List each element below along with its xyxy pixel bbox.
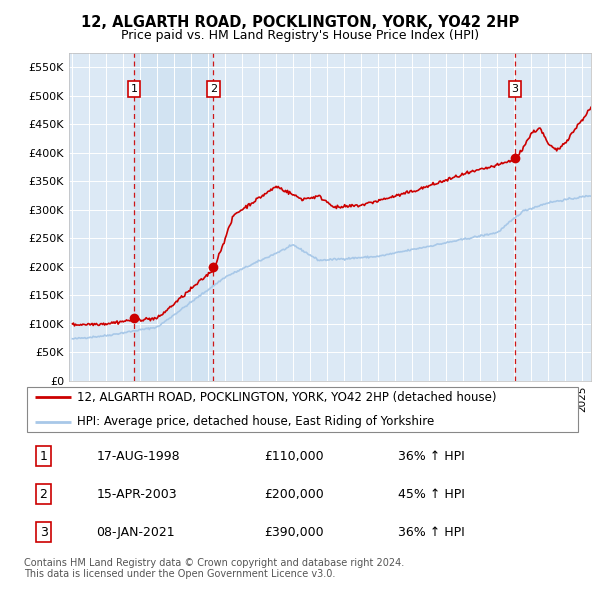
Text: This data is licensed under the Open Government Licence v3.0.: This data is licensed under the Open Gov… <box>24 569 335 579</box>
Text: 17-AUG-1998: 17-AUG-1998 <box>97 450 180 463</box>
Text: 3: 3 <box>511 84 518 94</box>
Text: 36% ↑ HPI: 36% ↑ HPI <box>398 450 464 463</box>
Text: 12, ALGARTH ROAD, POCKLINGTON, YORK, YO42 2HP (detached house): 12, ALGARTH ROAD, POCKLINGTON, YORK, YO4… <box>77 391 497 404</box>
Bar <box>134 53 214 381</box>
Text: 12, ALGARTH ROAD, POCKLINGTON, YORK, YO42 2HP: 12, ALGARTH ROAD, POCKLINGTON, YORK, YO4… <box>81 15 519 30</box>
Text: 1: 1 <box>40 450 47 463</box>
Text: £110,000: £110,000 <box>264 450 323 463</box>
Text: 15-APR-2003: 15-APR-2003 <box>97 487 177 501</box>
Text: Price paid vs. HM Land Registry's House Price Index (HPI): Price paid vs. HM Land Registry's House … <box>121 30 479 42</box>
Text: £390,000: £390,000 <box>264 526 323 539</box>
Text: 1: 1 <box>131 84 137 94</box>
Text: 3: 3 <box>40 526 47 539</box>
Text: 2: 2 <box>40 487 47 501</box>
Text: 2: 2 <box>210 84 217 94</box>
Text: 36% ↑ HPI: 36% ↑ HPI <box>398 526 464 539</box>
Text: £200,000: £200,000 <box>264 487 323 501</box>
Text: HPI: Average price, detached house, East Riding of Yorkshire: HPI: Average price, detached house, East… <box>77 415 434 428</box>
Text: 08-JAN-2021: 08-JAN-2021 <box>97 526 175 539</box>
FancyBboxPatch shape <box>27 386 578 432</box>
Text: 45% ↑ HPI: 45% ↑ HPI <box>398 487 465 501</box>
Text: Contains HM Land Registry data © Crown copyright and database right 2024.: Contains HM Land Registry data © Crown c… <box>24 558 404 568</box>
